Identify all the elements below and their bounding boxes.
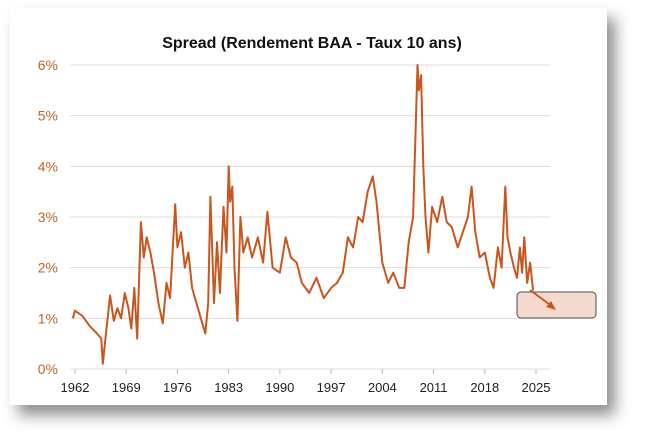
chart-title: Spread (Rendement BAA - Taux 10 ans) [162, 35, 462, 52]
y-tick-label: 1% [38, 310, 58, 326]
arrowhead-icon [546, 301, 556, 310]
annotation-box [516, 291, 597, 319]
x-tick-label: 1962 [61, 380, 90, 395]
y-tick-label: 0% [38, 361, 58, 377]
x-tick-label: 1997 [317, 380, 346, 395]
y-tick-label: 5% [38, 108, 58, 124]
x-tick-label: 2004 [368, 380, 397, 395]
x-tick-label: 1976 [163, 380, 192, 395]
x-tick-label: 1990 [265, 380, 294, 395]
x-tick-label: 2018 [470, 380, 499, 395]
x-tick-label: 1983 [214, 380, 243, 395]
x-tick-label: 2011 [420, 380, 448, 395]
y-tick-label: 3% [38, 209, 58, 225]
y-tick-label: 4% [38, 158, 58, 174]
y-tick-label: 6% [38, 57, 58, 73]
chart-card [10, 8, 607, 405]
series-line [71, 64, 535, 365]
x-tick-label: 2025 [522, 380, 551, 395]
y-tick-label: 2% [38, 260, 58, 276]
x-tick-label: 1969 [112, 380, 141, 395]
